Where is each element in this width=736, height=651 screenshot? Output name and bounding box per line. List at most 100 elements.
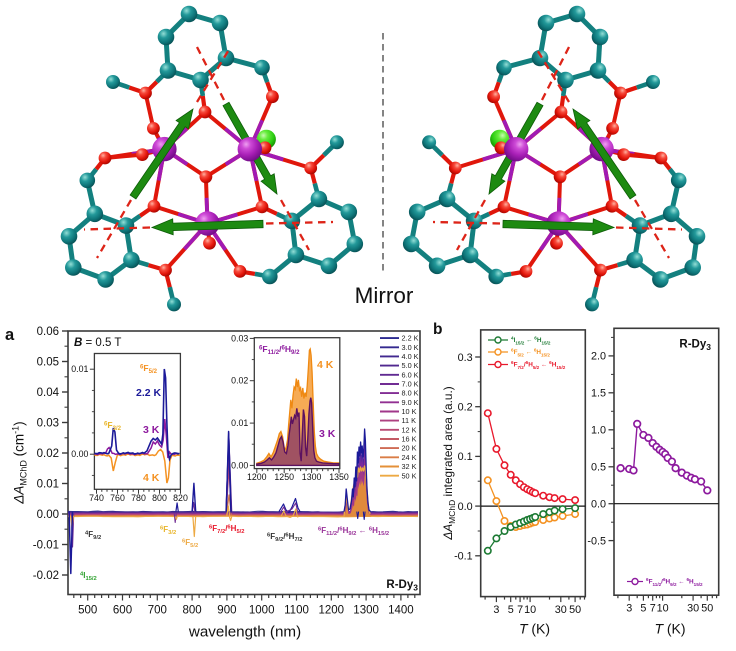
- svg-text:R-Dy3: R-Dy3: [386, 579, 418, 593]
- svg-text:5: 5: [640, 603, 646, 615]
- svg-text:800: 800: [183, 605, 202, 617]
- svg-text:50: 50: [569, 604, 581, 616]
- svg-text:6F7/2/6H5/2 ← 6H15/2: 6F7/2/6H5/2 ← 6H15/2: [511, 360, 566, 370]
- svg-text:4 K: 4 K: [143, 472, 160, 484]
- svg-text:900: 900: [217, 605, 236, 617]
- svg-text:4 K: 4 K: [317, 359, 334, 371]
- svg-text:7: 7: [650, 603, 656, 615]
- svg-text:0.06: 0.06: [37, 326, 59, 338]
- svg-text:Mirror: Mirror: [355, 283, 414, 308]
- svg-text:0.0: 0.0: [591, 499, 606, 511]
- svg-text:1.0: 1.0: [591, 425, 606, 437]
- svg-text:50 K: 50 K: [402, 471, 417, 480]
- svg-text:24 K: 24 K: [402, 453, 417, 462]
- svg-text:9.0 K: 9.0 K: [402, 398, 419, 407]
- svg-text:8.0 K: 8.0 K: [402, 389, 419, 398]
- svg-text:T (K): T (K): [654, 621, 685, 637]
- svg-text:a: a: [5, 326, 15, 344]
- svg-text:0.0: 0.0: [458, 501, 473, 513]
- svg-text:6F5/2: 6F5/2: [140, 363, 158, 375]
- svg-text:0.05: 0.05: [37, 357, 59, 369]
- svg-text:780: 780: [131, 493, 146, 503]
- svg-text:1000: 1000: [249, 605, 275, 617]
- svg-text:10 K: 10 K: [402, 407, 417, 416]
- svg-text:4.0 K: 4.0 K: [402, 352, 419, 361]
- svg-text:6F3/2: 6F3/2: [104, 420, 122, 432]
- svg-text:-0.02: -0.02: [33, 570, 59, 582]
- svg-text:-0.1: -0.1: [454, 551, 473, 563]
- svg-text:0.5: 0.5: [591, 462, 606, 474]
- svg-text:1250: 1250: [274, 472, 294, 482]
- svg-text:-0.01: -0.01: [33, 540, 59, 552]
- svg-text:ΔAMChD integrated area (a.u.): ΔAMChD integrated area (a.u.): [441, 386, 457, 540]
- svg-text:0.00: 0.00: [71, 449, 88, 459]
- svg-text:500: 500: [78, 605, 97, 617]
- svg-text:760: 760: [110, 493, 125, 503]
- svg-text:R-Dy3: R-Dy3: [679, 339, 711, 353]
- svg-text:0.00: 0.00: [37, 509, 59, 521]
- svg-text:3 K: 3 K: [319, 428, 336, 440]
- svg-text:4F9/2: 4F9/2: [85, 530, 101, 541]
- svg-text:0.2: 0.2: [458, 402, 473, 414]
- svg-text:6F7/2/6H5/2: 6F7/2/6H5/2: [209, 524, 245, 535]
- svg-text:5.0 K: 5.0 K: [402, 361, 419, 370]
- svg-text:3: 3: [493, 604, 499, 616]
- svg-text:-0.5: -0.5: [587, 535, 606, 547]
- svg-text:0.04: 0.04: [37, 387, 60, 399]
- svg-text:T (K): T (K): [519, 621, 550, 637]
- svg-text:B = 0.5 T: B = 0.5 T: [74, 337, 121, 349]
- svg-text:6.0 K: 6.0 K: [402, 370, 419, 379]
- svg-text:2.0: 2.0: [591, 351, 606, 363]
- svg-text:1300: 1300: [353, 605, 379, 617]
- svg-text:4I15/2 ← 6H15/2: 4I15/2 ← 6H15/2: [511, 336, 551, 346]
- svg-text:30: 30: [555, 604, 567, 616]
- svg-text:1300: 1300: [302, 472, 322, 482]
- svg-text:820: 820: [173, 493, 188, 503]
- svg-text:740: 740: [89, 493, 104, 503]
- svg-text:6F3/2: 6F3/2: [160, 525, 176, 536]
- svg-text:3.0 K: 3.0 K: [402, 343, 419, 352]
- svg-text:6F5/2 ← 6H15/2: 6F5/2 ← 6H15/2: [511, 348, 550, 358]
- svg-text:5: 5: [508, 604, 514, 616]
- svg-text:32 K: 32 K: [402, 462, 417, 471]
- svg-text:1.5: 1.5: [591, 388, 606, 400]
- svg-text:0.3: 0.3: [458, 352, 473, 364]
- svg-text:wavelength (nm): wavelength (nm): [188, 624, 301, 641]
- svg-text:2.2 K: 2.2 K: [402, 334, 419, 343]
- svg-text:0.03: 0.03: [231, 333, 248, 343]
- svg-text:3: 3: [626, 603, 632, 615]
- svg-text:11 K: 11 K: [402, 416, 417, 425]
- svg-text:7: 7: [517, 604, 523, 616]
- svg-text:6F9/2/6H7/2: 6F9/2/6H7/2: [267, 532, 303, 543]
- svg-text:1400: 1400: [388, 605, 414, 617]
- svg-text:16 K: 16 K: [402, 435, 417, 444]
- svg-text:0.02: 0.02: [231, 376, 248, 386]
- svg-text:700: 700: [148, 605, 167, 617]
- svg-text:3 K: 3 K: [143, 424, 160, 436]
- svg-text:2.2 K: 2.2 K: [136, 387, 162, 399]
- svg-text:0.03: 0.03: [37, 418, 59, 430]
- svg-text:ΔAMChD (cm-1): ΔAMChD (cm-1): [11, 421, 29, 504]
- svg-text:7.0 K: 7.0 K: [402, 380, 419, 389]
- svg-text:600: 600: [113, 605, 132, 617]
- svg-text:1350: 1350: [329, 472, 349, 482]
- svg-text:800: 800: [152, 493, 167, 503]
- svg-text:0.00: 0.00: [231, 460, 248, 470]
- svg-text:6F5/2: 6F5/2: [182, 538, 198, 549]
- svg-text:6F11/2/6H9/2: 6F11/2/6H9/2: [259, 344, 300, 356]
- svg-text:0.01: 0.01: [231, 418, 248, 428]
- svg-text:20 K: 20 K: [402, 444, 417, 453]
- svg-text:6F11/2/6H9/2 ← 6H15/2: 6F11/2/6H9/2 ← 6H15/2: [646, 577, 703, 587]
- svg-text:0.1: 0.1: [458, 451, 473, 463]
- svg-text:1200: 1200: [247, 472, 267, 482]
- svg-text:50: 50: [701, 603, 713, 615]
- svg-text:12 K: 12 K: [402, 425, 417, 434]
- svg-text:10: 10: [524, 604, 536, 616]
- svg-text:4I15/2: 4I15/2: [80, 571, 97, 582]
- svg-text:0.02: 0.02: [37, 448, 59, 460]
- svg-text:1100: 1100: [284, 605, 309, 617]
- svg-text:10: 10: [657, 603, 669, 615]
- svg-text:0.01: 0.01: [37, 479, 59, 491]
- svg-text:0.01: 0.01: [71, 364, 88, 374]
- svg-text:b: b: [433, 321, 442, 338]
